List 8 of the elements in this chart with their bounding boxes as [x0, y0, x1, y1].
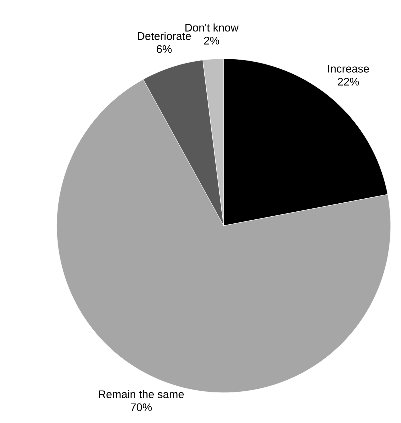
data-label: 2% [204, 37, 220, 45]
data-label: 6% [157, 45, 172, 54]
slice-label: Don't know [186, 24, 239, 32]
slice-label: Increase [328, 65, 370, 73]
data-label: 22% [338, 78, 360, 86]
slice-label: Remain the same [99, 390, 184, 398]
slice-label: Deteriorate [138, 32, 192, 40]
data-label: 70% [131, 404, 152, 412]
